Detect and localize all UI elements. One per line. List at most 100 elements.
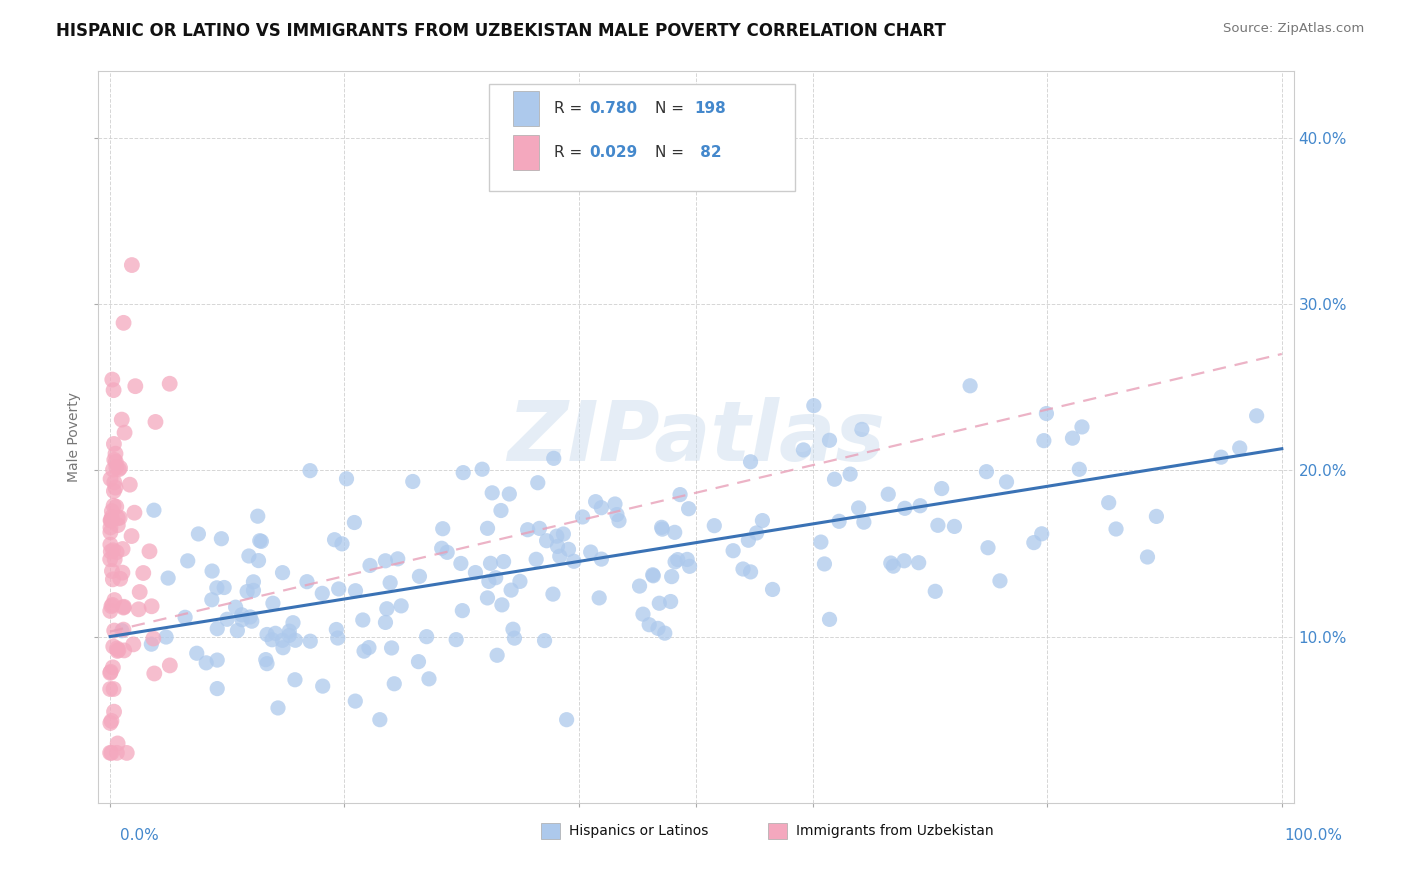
Text: 0.029: 0.029 <box>589 145 638 161</box>
Point <box>669 487 692 501</box>
Point <box>571 510 593 524</box>
Point <box>100 513 122 527</box>
Point <box>464 566 486 580</box>
Point <box>142 503 165 517</box>
Point <box>489 503 512 517</box>
Point <box>103 593 125 607</box>
Point <box>281 615 304 630</box>
Point <box>330 537 353 551</box>
Point <box>104 455 127 469</box>
Point <box>145 415 167 429</box>
Point <box>1062 431 1084 445</box>
Point <box>226 624 249 638</box>
Point <box>389 599 412 613</box>
Bar <box>513 91 540 126</box>
Point <box>1246 409 1268 423</box>
Point <box>101 598 124 612</box>
Point <box>98 604 121 618</box>
Point <box>138 544 160 558</box>
Point <box>481 486 503 500</box>
Point <box>105 641 128 656</box>
Text: ZIPatlas: ZIPatlas <box>508 397 884 477</box>
Point <box>205 653 228 667</box>
Point <box>631 607 654 622</box>
Point <box>264 626 287 640</box>
Point <box>548 549 571 564</box>
Bar <box>513 136 540 170</box>
Point <box>678 501 700 516</box>
Point <box>585 494 607 508</box>
Point <box>103 681 125 696</box>
Point <box>186 646 208 660</box>
Text: HISPANIC OR LATINO VS IMMIGRANTS FROM UZBEKISTAN MALE POVERTY CORRELATION CHART: HISPANIC OR LATINO VS IMMIGRANTS FROM UZ… <box>56 22 946 40</box>
Point <box>240 614 263 628</box>
Point <box>654 626 676 640</box>
Point <box>450 557 472 571</box>
Point <box>676 552 699 566</box>
Point <box>112 643 135 657</box>
Text: 82: 82 <box>695 145 721 161</box>
Point <box>141 637 163 651</box>
Point <box>98 716 121 731</box>
Point <box>201 564 224 578</box>
Point <box>357 640 380 655</box>
Point <box>492 555 515 569</box>
Point <box>553 527 575 541</box>
Point <box>547 540 569 554</box>
Point <box>541 587 564 601</box>
Point <box>101 504 124 518</box>
Point <box>451 466 474 480</box>
Point <box>159 376 181 391</box>
Point <box>344 583 367 598</box>
Point <box>110 572 132 586</box>
Point <box>678 559 700 574</box>
Point <box>111 566 134 580</box>
Point <box>651 522 673 536</box>
Point <box>217 612 239 626</box>
Point <box>101 543 124 558</box>
Point <box>118 477 141 491</box>
Point <box>187 527 209 541</box>
Text: 100.0%: 100.0% <box>1285 828 1343 843</box>
Point <box>1229 441 1251 455</box>
Point <box>839 467 862 482</box>
Point <box>107 511 129 525</box>
Point <box>486 648 509 663</box>
Point <box>101 462 124 476</box>
Point <box>451 604 474 618</box>
Point <box>344 694 367 708</box>
Point <box>242 583 264 598</box>
Bar <box>541 823 560 839</box>
Point <box>100 665 122 679</box>
Point <box>432 522 454 536</box>
Point <box>648 596 671 610</box>
Point <box>359 558 381 573</box>
Point <box>661 569 683 583</box>
Point <box>526 475 548 490</box>
Point <box>177 554 200 568</box>
Point <box>479 557 502 571</box>
Point <box>375 601 398 615</box>
Point <box>562 554 585 568</box>
Point <box>931 482 953 496</box>
Point <box>880 556 903 570</box>
Point <box>107 644 129 658</box>
Point <box>893 554 915 568</box>
Point <box>908 499 931 513</box>
Point <box>105 545 128 559</box>
Point <box>105 460 128 475</box>
Point <box>436 545 458 559</box>
Point <box>828 514 851 528</box>
Point <box>894 501 917 516</box>
Point <box>205 681 228 696</box>
Point <box>103 437 125 451</box>
Point <box>256 627 278 641</box>
Point <box>641 567 664 582</box>
Point <box>415 630 437 644</box>
Point <box>124 379 146 393</box>
Point <box>100 746 122 760</box>
Point <box>100 513 122 527</box>
Point <box>651 520 673 534</box>
Point <box>502 622 524 636</box>
Point <box>628 579 651 593</box>
